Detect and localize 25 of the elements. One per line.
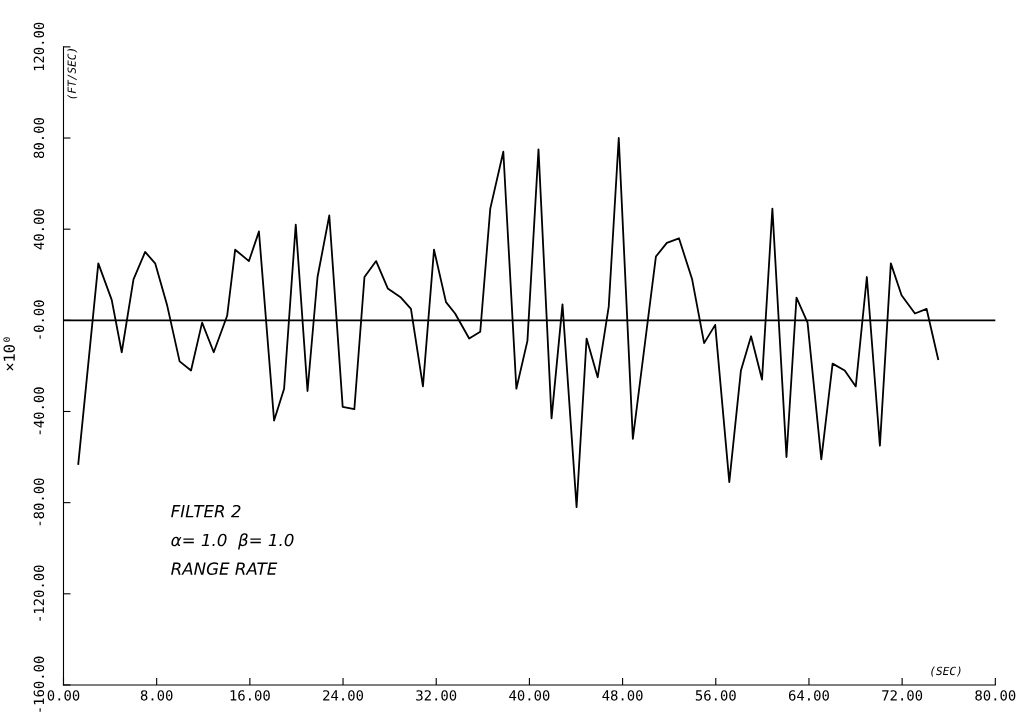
y-tick-label: 120.00	[33, 22, 45, 71]
annotation: RANGE RATE	[171, 562, 278, 575]
y-tick-label: -40.00	[33, 387, 45, 435]
x-tick-label: 64.00	[788, 690, 829, 701]
x-tick-label: 80.00	[975, 690, 1016, 701]
x-tick-label: 8.00	[140, 690, 173, 701]
y-tick-label: -0.00	[33, 300, 45, 339]
y-tick-label: 40.00	[33, 209, 45, 250]
y-tick-label: 80.00	[33, 118, 45, 159]
annotation: α= 1.0 β= 1.0	[171, 533, 294, 550]
x-axis-title: (SEC)	[931, 666, 961, 677]
x-tick-label: 24.00	[323, 690, 364, 701]
y-tick-label: -160.00	[33, 656, 45, 712]
x-tick-label: 32.00	[416, 690, 457, 701]
x-tick-label: 40.00	[509, 690, 550, 701]
y-axis-title: (FT/SEC)	[67, 49, 78, 99]
x-tick-label: 56.00	[695, 690, 736, 701]
x-tick-label: 0.00	[47, 690, 80, 701]
y-tick-label: -80.00	[33, 478, 45, 526]
x-tick-label: 16.00	[230, 690, 270, 701]
y-tick-label: -120.00	[33, 565, 45, 621]
x-tick-label: 48.00	[602, 690, 643, 701]
x-tick-label: 72.00	[882, 690, 923, 701]
y2-axis-title: ×10⁰	[3, 337, 15, 371]
annotation: FILTER 2	[171, 504, 241, 518]
